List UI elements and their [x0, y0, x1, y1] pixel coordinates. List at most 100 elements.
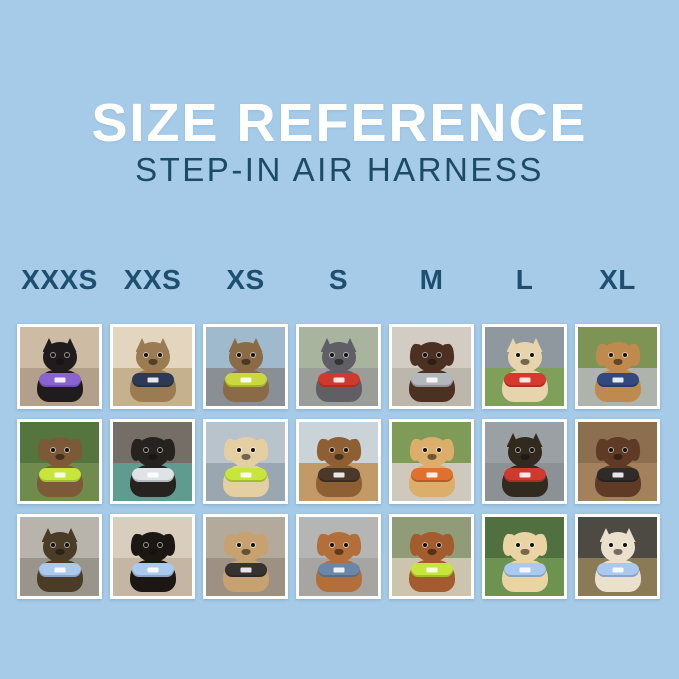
size-label-xxs: XXS	[123, 264, 182, 295]
pet-eye-left	[236, 448, 241, 452]
harness-band	[38, 468, 81, 482]
pet-nose	[55, 549, 64, 555]
harness-band	[596, 468, 639, 482]
size-label-l: L	[515, 264, 534, 295]
size-label-xl: XL	[599, 264, 636, 295]
pet-eye-left	[608, 353, 613, 357]
size-header-row: XXXS XXS XS S M L XL	[17, 264, 660, 296]
harness-band	[317, 468, 360, 482]
pet-eye-right	[436, 353, 441, 357]
pet-photo-l-row2	[482, 419, 567, 504]
harness-band	[224, 373, 267, 387]
photo-background	[20, 327, 99, 406]
dog-figure	[311, 338, 367, 402]
harness-band	[596, 563, 639, 577]
pet-photo-xxs-row1	[110, 324, 195, 409]
pet-nose	[520, 359, 529, 365]
dog-figure	[497, 433, 553, 497]
size-label-xs: XS	[226, 264, 265, 295]
pet-eye-left	[515, 543, 520, 547]
pet-head	[507, 437, 542, 467]
dog-figure	[590, 340, 646, 402]
photo-background	[578, 517, 657, 596]
pet-nose	[334, 359, 343, 365]
harness-band	[131, 468, 174, 482]
harness-band	[224, 563, 267, 577]
pet-nose	[520, 549, 529, 555]
harness-label-tag	[240, 567, 251, 573]
harness-band	[503, 468, 546, 482]
pet-photo-m-row1	[389, 324, 474, 409]
pet-nose	[427, 359, 436, 365]
dog-figure	[218, 530, 274, 592]
harness-label-tag	[147, 567, 158, 573]
harness-label-tag	[54, 377, 65, 383]
photo-background	[485, 327, 564, 406]
pet-eye-right	[157, 353, 162, 357]
dog-figure	[32, 528, 88, 592]
pet-photo-xl-row2	[575, 419, 660, 504]
pet-eye-right	[622, 353, 627, 357]
pet-nose	[148, 359, 157, 365]
pet-eye-left	[329, 543, 334, 547]
pet-eye-right	[250, 353, 255, 357]
harness-label-tag	[426, 567, 437, 573]
pet-eye-right	[343, 353, 348, 357]
pet-eye-right	[157, 448, 162, 452]
harness-band	[410, 468, 453, 482]
harness-label-tag	[54, 472, 65, 478]
pet-photo-s-row3	[296, 514, 381, 599]
harness-label-tag	[240, 472, 251, 478]
pet-nose	[148, 454, 157, 460]
pet-eye-right	[64, 448, 69, 452]
photo-background	[206, 327, 285, 406]
pet-eye-left	[143, 448, 148, 452]
pet-head	[135, 342, 170, 372]
pet-eye-left	[50, 353, 55, 357]
harness-label-tag	[519, 567, 530, 573]
pet-photo-s-row2	[296, 419, 381, 504]
pet-eye-left	[236, 353, 241, 357]
cat-figure	[125, 338, 181, 402]
pet-photo-xxxs-row2	[17, 419, 102, 504]
harness-band	[317, 373, 360, 387]
pet-nose	[55, 454, 64, 460]
pet-eye-right	[529, 448, 534, 452]
harness-label-tag	[519, 377, 530, 383]
pet-photo-xxs-row3	[110, 514, 195, 599]
dog-figure	[590, 435, 646, 497]
photo-background	[392, 327, 471, 406]
cat-figure	[218, 338, 274, 402]
harness-label-tag	[426, 377, 437, 383]
harness-label-tag	[612, 472, 623, 478]
harness-band	[503, 563, 546, 577]
pet-eye-left	[143, 353, 148, 357]
photo-background	[299, 517, 378, 596]
harness-band	[317, 563, 360, 577]
pet-eye-right	[622, 543, 627, 547]
dog-figure	[404, 340, 460, 402]
harness-band	[38, 373, 81, 387]
pet-photo-m-row2	[389, 419, 474, 504]
pet-eye-left	[608, 448, 613, 452]
pet-photo-xxxs-row1	[17, 324, 102, 409]
pet-nose	[55, 359, 64, 365]
pet-photo-xs-row3	[203, 514, 288, 599]
pet-eye-right	[529, 543, 534, 547]
harness-band	[224, 468, 267, 482]
pet-eye-left	[143, 543, 148, 547]
pet-photo-xl-row1	[575, 324, 660, 409]
page-title: SIZE REFERENCE	[91, 93, 588, 154]
pet-photo-xxs-row2	[110, 419, 195, 504]
cat-figure	[32, 338, 88, 402]
pet-eye-right	[343, 448, 348, 452]
photo-background	[20, 517, 99, 596]
pet-eye-left	[50, 448, 55, 452]
dog-figure	[125, 435, 181, 497]
pet-nose	[241, 549, 250, 555]
harness-band	[131, 373, 174, 387]
pet-eye-left	[236, 543, 241, 547]
pet-photo-xl-row3	[575, 514, 660, 599]
pet-photo-xs-row1	[203, 324, 288, 409]
pet-nose	[241, 454, 250, 460]
